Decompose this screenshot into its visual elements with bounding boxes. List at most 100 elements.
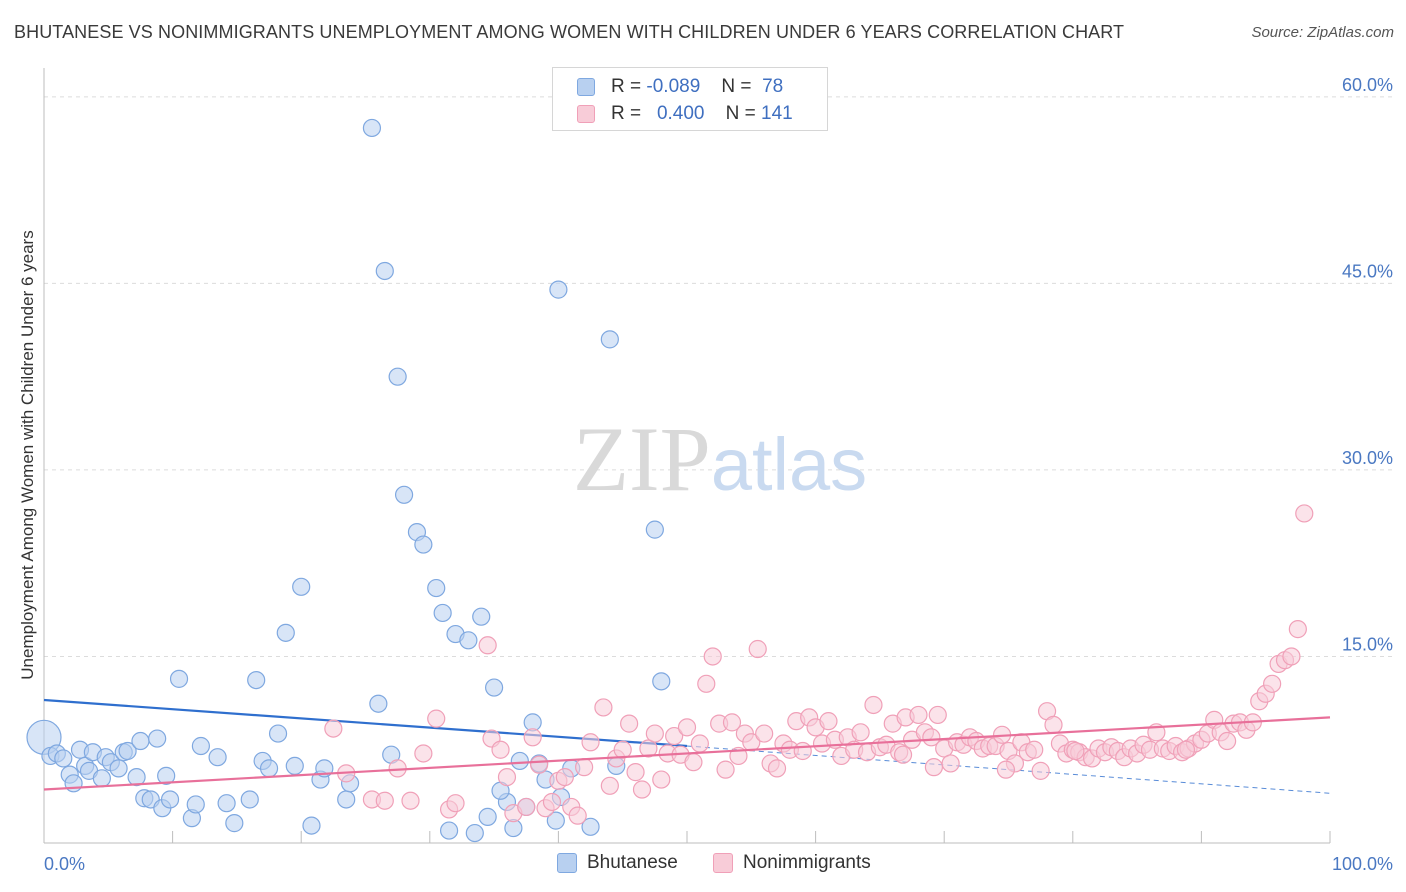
point-nonimmigrants xyxy=(909,705,928,725)
y-tick-labels: 15.0% 30.0% 45.0% 60.0% xyxy=(1342,75,1393,655)
stats-legend: R = -0.089 N = 78 R = 0.400 N = 141 xyxy=(552,67,828,131)
point-bhutanese xyxy=(92,769,111,788)
point-nonimmigrants xyxy=(684,753,703,772)
bottom-legend-swatch-nonimmigrants xyxy=(713,853,733,873)
point-bhutanese xyxy=(459,631,478,650)
point-bhutanese xyxy=(433,603,452,623)
point-bhutanese xyxy=(362,118,382,138)
point-bhutanese xyxy=(157,766,176,785)
point-bhutanese xyxy=(485,678,504,697)
point-bhutanese xyxy=(208,748,227,767)
point-nonimmigrants xyxy=(652,770,671,789)
point-nonimmigrants xyxy=(1044,715,1063,734)
point-bhutanese xyxy=(302,816,321,835)
point-nonimmigrants xyxy=(620,714,639,733)
point-nonimmigrants xyxy=(716,760,735,779)
point-bhutanese xyxy=(240,790,259,809)
point-bhutanese xyxy=(600,330,619,349)
point-nonimmigrants xyxy=(600,776,619,795)
point-bhutanese xyxy=(292,577,311,596)
point-nonimmigrants xyxy=(819,712,838,731)
legend-r-label: R = xyxy=(611,103,642,124)
point-bhutanese xyxy=(247,670,266,690)
legend-n-label: N = xyxy=(725,103,756,124)
point-bhutanese xyxy=(191,736,210,756)
point-bhutanese xyxy=(127,767,146,787)
point-bhutanese xyxy=(259,759,279,778)
point-bhutanese xyxy=(645,520,664,539)
point-nonimmigrants xyxy=(1288,620,1307,639)
point-nonimmigrants xyxy=(497,767,517,787)
point-nonimmigrants xyxy=(414,744,433,763)
point-nonimmigrants xyxy=(893,745,913,764)
point-nonimmigrants xyxy=(755,724,774,743)
point-bhutanese xyxy=(388,367,407,386)
legend-swatch-nonimmigrants xyxy=(577,105,595,123)
point-bhutanese xyxy=(160,790,180,809)
point-nonimmigrants xyxy=(1282,647,1301,666)
point-nonimmigrants xyxy=(748,639,767,659)
point-bhutanese xyxy=(285,756,304,776)
legend-r-label: R = xyxy=(611,76,642,97)
point-nonimmigrants xyxy=(677,718,697,737)
y-tick-label: 60.0% xyxy=(1342,75,1393,95)
legend-n-value: 141 xyxy=(761,103,793,124)
point-nonimmigrants xyxy=(697,674,716,693)
point-nonimmigrants xyxy=(401,791,420,810)
legend-r-value: -0.089 xyxy=(646,76,701,97)
point-nonimmigrants xyxy=(478,636,497,655)
point-nonimmigrants xyxy=(555,767,574,787)
bottom-legend-swatch-bhutanese xyxy=(557,853,577,873)
point-nonimmigrants xyxy=(767,759,787,778)
x-tick-label: 0.0% xyxy=(44,854,85,874)
point-nonimmigrants xyxy=(864,695,883,715)
point-bhutanese xyxy=(217,794,236,813)
point-bhutanese xyxy=(546,811,565,830)
point-nonimmigrants xyxy=(690,734,709,753)
legend-r-value: 0.400 xyxy=(656,103,705,124)
point-nonimmigrants xyxy=(722,713,742,732)
point-nonimmigrants xyxy=(581,733,600,752)
legend-n-label: N = xyxy=(721,76,752,97)
watermark-atlas: atlas xyxy=(711,423,867,506)
trend-line-bhutanese xyxy=(43,698,688,748)
point-bhutanese xyxy=(414,535,433,554)
point-bhutanese xyxy=(581,817,600,836)
point-bhutanese xyxy=(118,741,137,761)
point-bhutanese xyxy=(478,807,497,826)
y-tick-label: 30.0% xyxy=(1342,448,1393,468)
point-nonimmigrants xyxy=(523,728,542,747)
point-bhutanese xyxy=(439,821,459,840)
point-bhutanese xyxy=(472,607,491,626)
point-nonimmigrants xyxy=(793,741,812,761)
data-points xyxy=(26,118,1314,843)
point-bhutanese xyxy=(510,751,529,771)
point-nonimmigrants xyxy=(446,794,465,813)
point-bhutanese xyxy=(225,814,244,833)
point-bhutanese xyxy=(131,731,150,751)
point-nonimmigrants xyxy=(613,740,632,759)
point-nonimmigrants xyxy=(491,740,510,759)
point-nonimmigrants xyxy=(1263,674,1282,693)
point-bhutanese xyxy=(276,623,295,642)
point-nonimmigrants xyxy=(542,792,562,812)
x-tick-labels: 0.0% 100.0% xyxy=(44,854,1393,874)
point-bhutanese xyxy=(268,724,288,743)
chart-title: BHUTANESE VS NONIMMIGRANTS UNEMPLOYMENT … xyxy=(14,22,1125,42)
point-nonimmigrants xyxy=(941,754,960,773)
trend-lines xyxy=(43,698,1331,794)
point-nonimmigrants xyxy=(1025,740,1044,759)
point-nonimmigrants xyxy=(375,791,394,810)
point-nonimmigrants xyxy=(665,726,684,746)
point-bhutanese xyxy=(427,578,446,598)
point-bhutanese xyxy=(109,759,128,778)
point-nonimmigrants xyxy=(632,780,652,799)
point-nonimmigrants xyxy=(922,728,941,747)
point-bhutanese xyxy=(169,669,189,688)
legend-n-value: 78 xyxy=(762,76,784,97)
point-bhutanese xyxy=(394,485,414,504)
point-nonimmigrants xyxy=(1176,740,1196,759)
point-nonimmigrants xyxy=(924,758,944,777)
point-nonimmigrants xyxy=(996,760,1016,779)
